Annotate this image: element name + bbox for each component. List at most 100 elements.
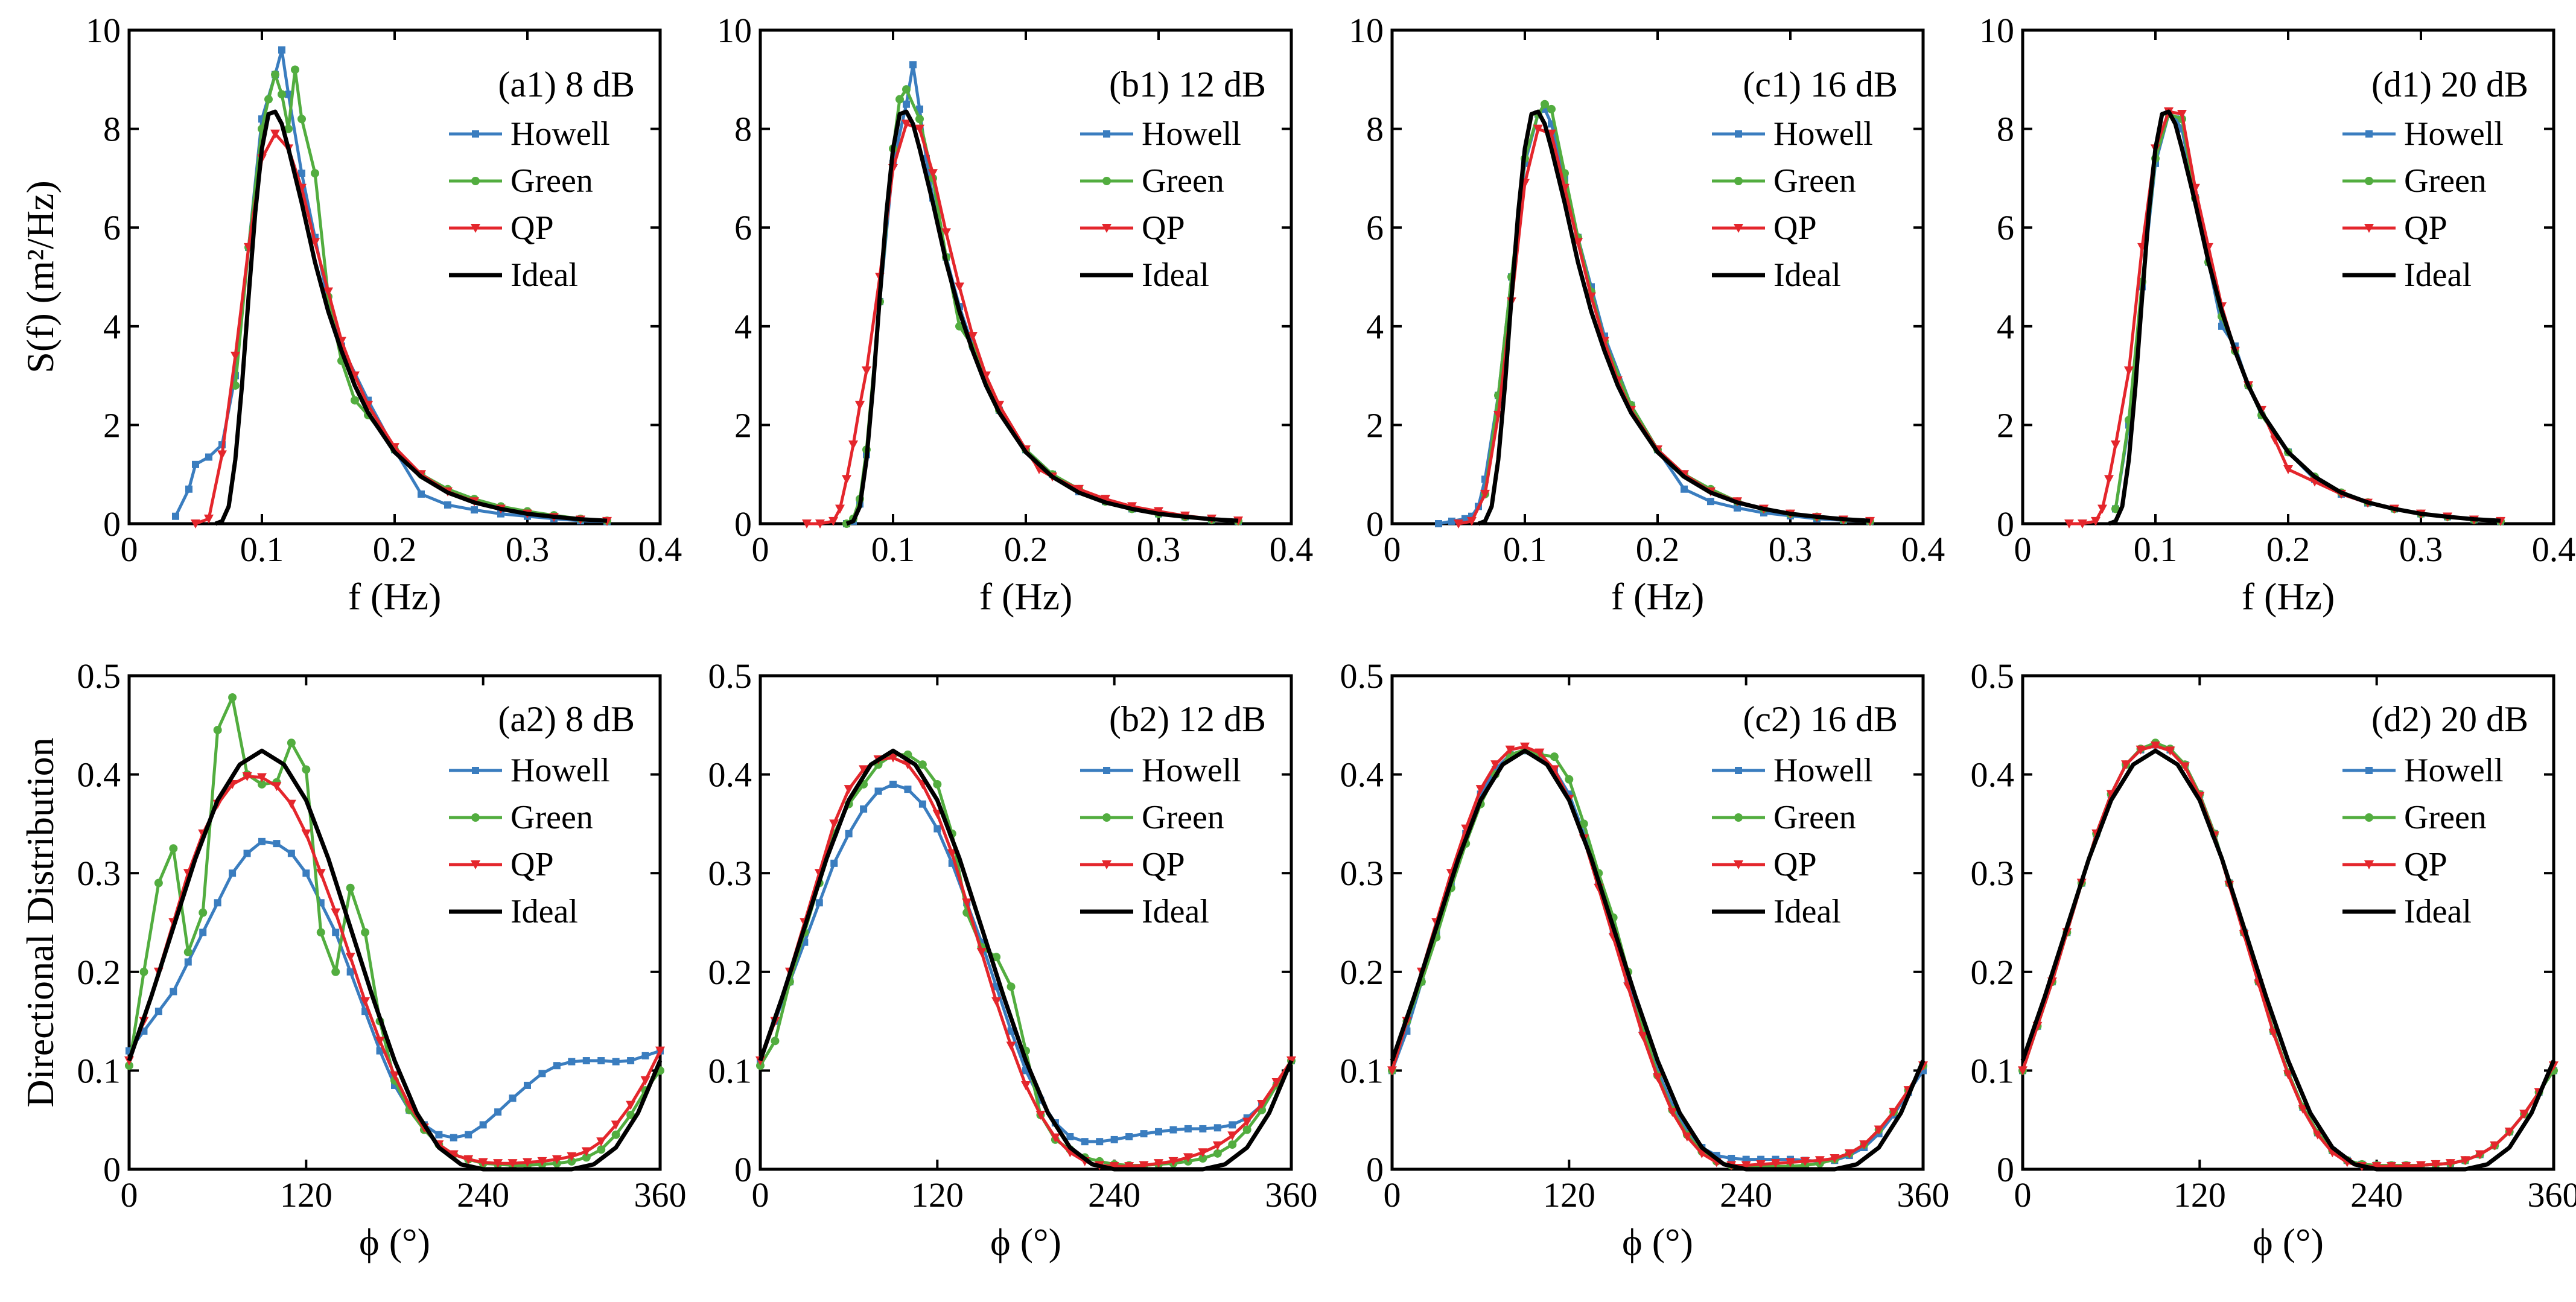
y-tick-label: 0.3: [77, 854, 121, 893]
y-tick-label: 0: [734, 1150, 752, 1189]
point-qp: [2106, 790, 2116, 799]
point-howell: [1125, 1133, 1133, 1141]
point-qp: [888, 753, 898, 763]
point-green: [302, 765, 311, 774]
x-tick-label: 0: [2014, 530, 2032, 569]
point-green: [771, 1037, 780, 1046]
point-qp: [955, 282, 964, 292]
point-qp: [1154, 1159, 1163, 1169]
point-green: [154, 878, 163, 888]
point-green: [1242, 1125, 1251, 1134]
point-green: [611, 1130, 620, 1139]
y-tick-label: 6: [103, 208, 121, 247]
plot-frame: [2021, 674, 2555, 1171]
legend-item-green: Green: [1712, 799, 1856, 836]
legend-item-green: Green: [449, 799, 593, 836]
legend-item-green: Green: [1080, 162, 1224, 200]
point-qp: [310, 238, 320, 247]
point-qp: [611, 1120, 621, 1130]
point-howell: [1728, 1155, 1735, 1163]
legend-item-ideal: Ideal: [1712, 893, 1841, 930]
series-group: [755, 748, 1296, 1172]
legend-item-ideal: Ideal: [449, 256, 578, 294]
legend-item-howell: Howell: [1712, 752, 1873, 789]
point-qp: [915, 124, 924, 134]
y-tick-label: 4: [103, 307, 121, 346]
point-green: [1547, 104, 1556, 113]
legend-label: Green: [1773, 162, 1856, 200]
legend-marker: [2365, 130, 2373, 138]
point-green: [346, 883, 355, 892]
point-howell: [418, 490, 425, 498]
series-group: [1435, 100, 1875, 529]
point-howell: [904, 786, 912, 793]
point-howell: [1435, 520, 1442, 527]
point-qp: [1638, 1032, 1648, 1041]
point-green: [284, 124, 293, 133]
point-howell: [346, 968, 354, 976]
legend-label: Ideal: [1773, 893, 1841, 930]
legend-label: QP: [1142, 846, 1185, 883]
x-tick-label: 0.1: [1503, 530, 1547, 569]
panel-1: 0 0.1 0.2 0.3 0.4 0 2 4 6 8 10 f (Hz) S(f) (m²/Hz) (a…: [19, 11, 682, 618]
point-green: [915, 115, 924, 124]
plot-frame: [758, 28, 1293, 526]
legend-item-howell: Howell: [1712, 115, 1873, 153]
x-tick-label: 360: [1897, 1175, 1950, 1215]
series-line-ideal: [1390, 748, 1926, 1172]
x-tick-label: 0.2: [1636, 530, 1680, 569]
legend-item-qp: QP: [1712, 209, 1817, 247]
point-qp: [968, 332, 978, 341]
point-qp: [2490, 1141, 2500, 1151]
point-green: [199, 908, 208, 917]
point-green: [213, 725, 222, 734]
point-qp: [2124, 366, 2134, 376]
point-howell: [184, 958, 192, 966]
point-howell: [582, 1057, 590, 1065]
x-tick-label: 0.4: [1901, 530, 1945, 569]
legend-item-howell: Howell: [2342, 752, 2504, 789]
point-howell: [597, 1057, 605, 1065]
y-tick-label: 0.2: [1340, 953, 1384, 992]
x-axis-label: f (Hz): [1611, 575, 1705, 618]
point-qp: [1050, 1133, 1060, 1143]
legend-item-ideal: Ideal: [2342, 893, 2472, 930]
point-qp: [1127, 502, 1137, 512]
point-qp: [2165, 746, 2175, 756]
point-qp: [1874, 1125, 1884, 1135]
point-qp: [581, 1147, 591, 1157]
y-tick-label: 6: [1366, 208, 1384, 247]
legend-item-howell: Howell: [2342, 115, 2504, 153]
legend-label: QP: [1773, 209, 1817, 247]
panel-label: (b1) 12 dB: [1109, 65, 1266, 104]
point-qp: [2180, 762, 2190, 772]
point-green: [1228, 1140, 1237, 1149]
point-howell: [845, 830, 853, 837]
point-green: [291, 65, 299, 74]
point-qp: [1889, 1108, 1899, 1117]
point-qp: [231, 351, 240, 361]
legend-item-green: Green: [449, 162, 593, 200]
point-qp: [1490, 760, 1501, 770]
point-howell: [1184, 1125, 1192, 1132]
point-qp: [1198, 1148, 1208, 1158]
y-tick-label: 0: [103, 504, 121, 544]
point-howell: [332, 929, 340, 936]
plot-frame: [1390, 674, 1925, 1171]
x-tick-label: 120: [911, 1175, 964, 1215]
point-howell: [889, 780, 897, 788]
x-tick-label: 240: [457, 1175, 509, 1215]
legend-item-ideal: Ideal: [1080, 893, 1209, 930]
legend-label: Howell: [510, 752, 610, 789]
legend-marker: [2365, 177, 2373, 185]
point-howell: [1461, 515, 1469, 522]
point-qp: [1786, 1158, 1795, 1167]
legend-label: QP: [1773, 846, 1817, 883]
legend-item-qp: QP: [1080, 846, 1185, 883]
legend-label: Howell: [1773, 115, 1873, 153]
legend-marker: [1734, 224, 1743, 233]
point-howell: [538, 1070, 546, 1078]
legend-marker: [1102, 177, 1111, 185]
legend-marker: [471, 860, 480, 869]
